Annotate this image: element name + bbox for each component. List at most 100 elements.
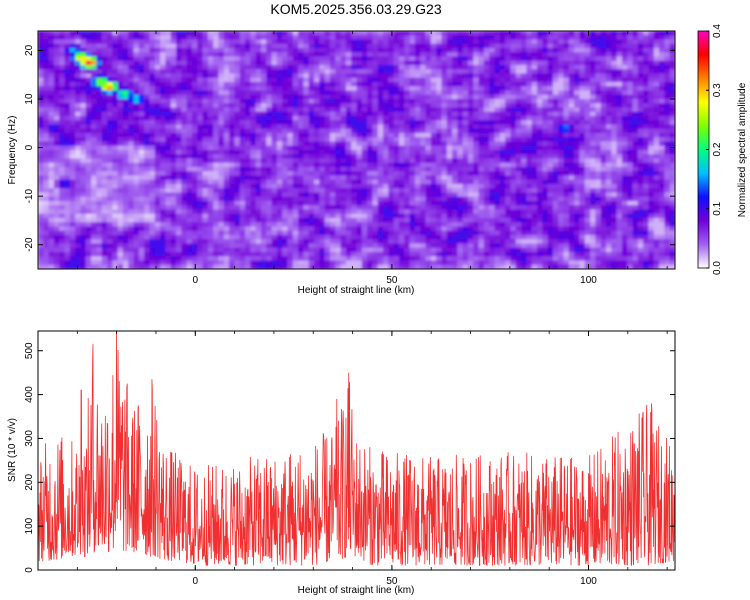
heatmap-cell [319, 150, 326, 155]
heatmap-cell [207, 82, 214, 87]
heatmap-cell [186, 154, 193, 160]
heatmap-cell [505, 133, 512, 138]
heatmap-cell [48, 56, 55, 62]
heatmap-cell [96, 116, 103, 121]
heatmap-cell [452, 124, 458, 130]
heatmap-cell [218, 175, 225, 181]
heatmap-cell [133, 35, 140, 41]
heatmap-cell [101, 82, 108, 87]
heatmap-cell [303, 82, 310, 87]
heatmap-cell [568, 192, 575, 198]
heatmap-cell [107, 137, 113, 143]
heatmap-cell [499, 94, 506, 100]
heatmap-cell [122, 43, 129, 49]
heatmap-cell [64, 205, 71, 211]
heatmap-cell [276, 82, 283, 87]
heatmap-cell [186, 201, 193, 206]
heatmap-cell [595, 145, 602, 151]
heatmap-cell [197, 94, 204, 100]
heatmap-cell [207, 145, 214, 151]
heatmap-cell [409, 158, 416, 164]
heatmap-cell [531, 99, 538, 104]
heatmap-cell [165, 90, 172, 96]
heatmap-cell [552, 188, 559, 194]
heatmap-cell [250, 150, 257, 155]
heatmap-cell [85, 73, 92, 79]
heatmap-cell [298, 133, 305, 138]
heatmap-cell [107, 90, 113, 96]
heatmap-cell [595, 52, 602, 58]
heatmap-cell [197, 171, 204, 177]
heatmap-cell [181, 128, 188, 134]
heatmap-cell [340, 90, 347, 96]
heatmap-cell [133, 73, 140, 79]
heatmap-cell [85, 141, 92, 147]
heatmap-cell [367, 133, 374, 138]
heatmap-cell [627, 116, 634, 121]
heatmap-cell [643, 90, 650, 96]
heatmap-cell [558, 56, 565, 62]
heatmap-cell [420, 31, 427, 36]
heatmap-cell [611, 39, 618, 45]
heatmap-cell [335, 124, 342, 130]
heatmap-cell [467, 39, 474, 45]
heatmap-cell [229, 188, 236, 194]
heatmap-cell [245, 171, 251, 177]
heatmap-cell [579, 196, 586, 202]
heatmap-cell [356, 167, 363, 172]
heatmap-cell [393, 39, 400, 45]
heatmap-cell [436, 188, 443, 194]
heatmap-cell [69, 90, 76, 96]
heatmap-cell [574, 175, 581, 181]
heatmap-cell [176, 39, 182, 45]
heatmap-cell [441, 171, 448, 177]
heatmap-cell [298, 188, 305, 194]
heatmap-cell [75, 111, 82, 117]
heatmap-cell [239, 52, 246, 58]
heatmap-cell [574, 196, 581, 202]
heatmap-cell [510, 171, 517, 177]
heatmap-cell [377, 86, 384, 92]
heatmap-cell [643, 167, 650, 172]
heatmap-cell [197, 150, 204, 155]
heatmap-cell [414, 103, 421, 109]
heatmap-cell [377, 52, 384, 58]
heatmap-cell [361, 205, 368, 211]
heatmap-cell [144, 175, 151, 181]
heatmap-cell [170, 171, 177, 177]
heatmap-cell [478, 192, 485, 198]
heatmap-cell [367, 31, 374, 36]
heatmap-cell [600, 175, 607, 181]
heatmap-cell [372, 150, 379, 155]
heatmap-cell [154, 31, 161, 36]
heatmap-cell [335, 175, 342, 181]
heatmap-cell [154, 171, 161, 177]
heatmap-cell [356, 175, 363, 181]
heatmap-cell [579, 167, 586, 172]
heatmap-cell [452, 196, 458, 202]
heatmap-cell [64, 133, 71, 138]
heatmap-cell [59, 205, 66, 211]
heatmap-cell [542, 116, 549, 121]
heatmap-cell [637, 158, 644, 164]
heatmap-cell [218, 154, 225, 160]
heatmap-cell [85, 162, 92, 168]
heatmap-cell [489, 158, 496, 164]
heatmap-cell [229, 52, 236, 58]
heatmap-cell [191, 103, 198, 109]
heatmap-cell [48, 188, 55, 194]
heatmap-cell [292, 154, 299, 160]
heatmap-cell [255, 99, 262, 104]
heatmap-cell [255, 179, 262, 185]
heatmap-cell [144, 196, 151, 202]
heatmap-cell [361, 90, 368, 96]
heatmap-cell [505, 107, 512, 113]
heatmap-cell [53, 179, 60, 185]
heatmap-cell [38, 192, 44, 198]
heatmap-cell [176, 107, 182, 113]
heatmap-cell [112, 184, 119, 189]
heatmap-cell [345, 77, 352, 83]
heatmap-cell [446, 171, 453, 177]
heatmap-cell [239, 77, 246, 83]
heatmap-cell [436, 184, 443, 189]
